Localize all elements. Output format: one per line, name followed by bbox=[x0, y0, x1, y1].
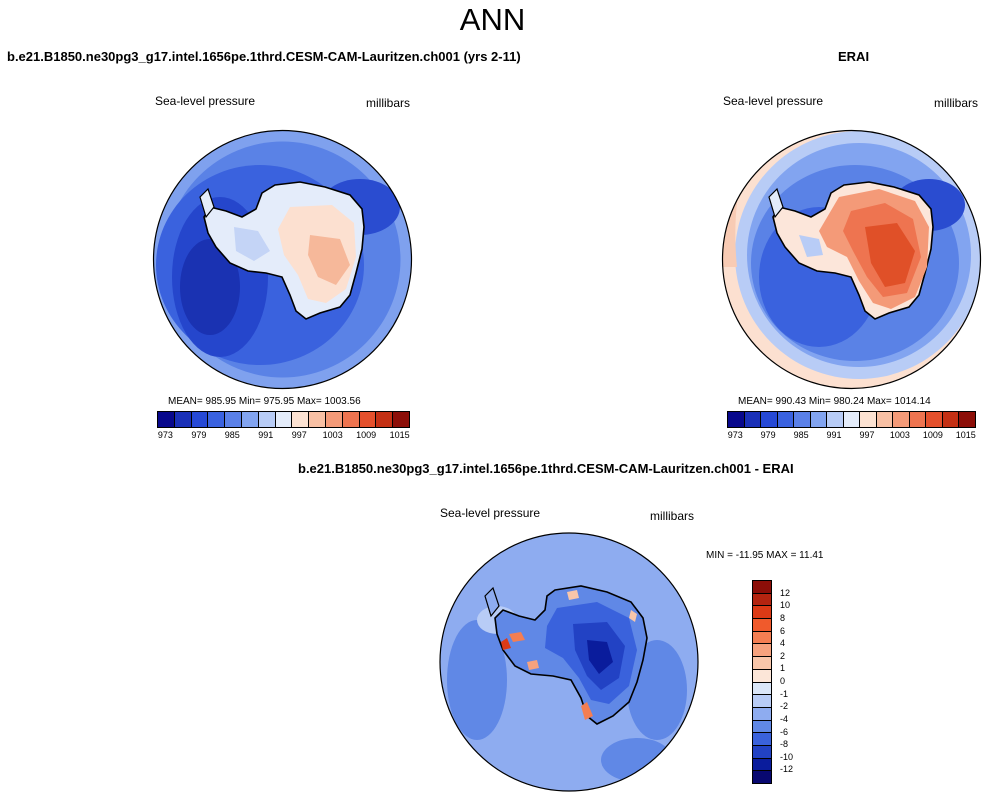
diff-variable-label: Sea-level pressure bbox=[440, 506, 541, 520]
colorbar-swatch bbox=[761, 412, 778, 427]
obs-colorbar bbox=[727, 411, 976, 428]
colorbar-swatch bbox=[275, 412, 293, 427]
colorbar-tick-label: -12 bbox=[780, 764, 794, 775]
colorbar-tick-label: 991 bbox=[826, 430, 842, 440]
obs-variable-label: Sea-level pressure bbox=[723, 94, 824, 108]
colorbar-swatch bbox=[753, 745, 771, 759]
colorbar-tick-label: 12 bbox=[780, 587, 791, 598]
colorbar-swatch bbox=[393, 412, 409, 427]
colorbar-swatch bbox=[843, 412, 861, 427]
colorbar-tick-label: -6 bbox=[780, 726, 789, 737]
colorbar-swatch bbox=[158, 412, 175, 427]
colorbar-tick-label: -4 bbox=[780, 713, 789, 724]
colorbar-swatch bbox=[753, 669, 771, 683]
colorbar-swatch bbox=[777, 412, 795, 427]
colorbar-tick-label: 979 bbox=[760, 430, 776, 440]
colorbar-tick-label: 4 bbox=[780, 638, 786, 649]
colorbar-tick-label: 997 bbox=[859, 430, 875, 440]
colorbar-swatch bbox=[810, 412, 828, 427]
colorbar-swatch bbox=[860, 412, 877, 427]
colorbar-tick-label: 985 bbox=[793, 430, 809, 440]
colorbar-swatch bbox=[753, 733, 771, 746]
colorbar-tick-label: -1 bbox=[780, 688, 789, 699]
colorbar-swatch bbox=[258, 412, 276, 427]
model-colorbar-ticks: 973 979 985 991 997 1003 1009 1015 bbox=[157, 430, 410, 442]
model-polar-map bbox=[152, 129, 413, 390]
colorbar-swatch bbox=[794, 412, 811, 427]
colorbar-swatch bbox=[753, 644, 771, 658]
colorbar-swatch bbox=[174, 412, 192, 427]
obs-polar-map bbox=[721, 129, 982, 390]
colorbar-swatch bbox=[753, 619, 771, 632]
diff-colorbar bbox=[752, 580, 772, 784]
model-variable-label: Sea-level pressure bbox=[155, 94, 256, 108]
model-stats: MEAN= 985.95 Min= 975.95 Max= 1003.56 bbox=[168, 396, 361, 407]
colorbar-swatch bbox=[926, 412, 943, 427]
colorbar-swatch bbox=[342, 412, 360, 427]
colorbar-tick-label: 1015 bbox=[389, 430, 410, 440]
colorbar-tick-label: 8 bbox=[780, 612, 786, 623]
colorbar-swatch bbox=[225, 412, 242, 427]
colorbar-tick-label: 1 bbox=[780, 663, 786, 674]
colorbar-swatch bbox=[753, 593, 771, 607]
obs-panel-title: ERAI bbox=[838, 49, 870, 64]
colorbar-tick-label: 0 bbox=[780, 676, 786, 686]
diff-stats: MIN = -11.95 MAX = 11.41 bbox=[706, 550, 824, 561]
colorbar-swatch bbox=[309, 412, 326, 427]
obs-colorbar-ticks: 973 979 985 991 997 1003 1009 1015 bbox=[727, 430, 976, 442]
colorbar-tick-label: 997 bbox=[291, 430, 307, 440]
colorbar-tick-label: 973 bbox=[157, 430, 173, 440]
obs-units-label: millibars bbox=[934, 96, 979, 110]
colorbar-swatch bbox=[876, 412, 894, 427]
colorbar-tick-label: 979 bbox=[191, 430, 207, 440]
colorbar-swatch bbox=[292, 412, 310, 427]
colorbar-tick-label: 985 bbox=[224, 430, 240, 440]
colorbar-swatch bbox=[753, 707, 771, 721]
colorbar-swatch bbox=[959, 412, 975, 427]
colorbar-swatch bbox=[753, 631, 771, 645]
model-colorbar bbox=[157, 411, 410, 428]
colorbar-swatch bbox=[753, 682, 771, 696]
colorbar-swatch bbox=[208, 412, 226, 427]
colorbar-tick-label: 1009 bbox=[356, 430, 377, 440]
colorbar-tick-label: 6 bbox=[780, 625, 786, 636]
colorbar-swatch bbox=[827, 412, 844, 427]
colorbar-swatch bbox=[744, 412, 762, 427]
colorbar-swatch bbox=[753, 771, 771, 783]
colorbar-swatch bbox=[909, 412, 927, 427]
colorbar-tick-label: 10 bbox=[780, 600, 791, 611]
colorbar-swatch bbox=[359, 412, 377, 427]
colorbar-swatch bbox=[753, 720, 771, 734]
colorbar-swatch bbox=[241, 412, 259, 427]
colorbar-tick-label: -10 bbox=[780, 751, 794, 762]
colorbar-swatch bbox=[753, 695, 771, 708]
colorbar-swatch bbox=[728, 412, 745, 427]
diff-colorbar-ticks: 12 10 8 6 4 2 1 0 -1 -2 -4 -6 -8 -10 -12 bbox=[780, 580, 810, 782]
colorbar-swatch bbox=[942, 412, 960, 427]
colorbar-tick-label: 973 bbox=[727, 430, 743, 440]
colorbar-swatch bbox=[325, 412, 343, 427]
colorbar-tick-label: 1003 bbox=[322, 430, 343, 440]
figure-title: ANN bbox=[459, 2, 526, 37]
colorbar-swatch bbox=[893, 412, 910, 427]
diff-units-label: millibars bbox=[650, 509, 695, 523]
colorbar-tick-label: 1003 bbox=[889, 430, 910, 440]
diff-polar-map bbox=[439, 532, 699, 792]
model-panel-title: b.e21.B1850.ne30pg3_g17.intel.1656pe.1th… bbox=[7, 49, 521, 64]
colorbar-swatch bbox=[191, 412, 209, 427]
diff-panel-title: b.e21.B1850.ne30pg3_g17.intel.1656pe.1th… bbox=[298, 461, 794, 476]
colorbar-tick-label: 1015 bbox=[955, 430, 976, 440]
colorbar-tick-label: 2 bbox=[780, 650, 786, 661]
colorbar-swatch bbox=[753, 657, 771, 670]
colorbar-swatch bbox=[753, 758, 771, 772]
model-units-label: millibars bbox=[366, 96, 411, 110]
colorbar-tick-label: 991 bbox=[258, 430, 274, 440]
colorbar-tick-label: 1009 bbox=[922, 430, 943, 440]
colorbar-swatch bbox=[376, 412, 394, 427]
colorbar-swatch bbox=[753, 581, 771, 594]
obs-stats: MEAN= 990.43 Min= 980.24 Max= 1014.14 bbox=[738, 396, 931, 407]
colorbar-tick-label: -8 bbox=[780, 739, 789, 750]
colorbar-swatch bbox=[753, 606, 771, 620]
colorbar-tick-label: -2 bbox=[780, 701, 789, 712]
